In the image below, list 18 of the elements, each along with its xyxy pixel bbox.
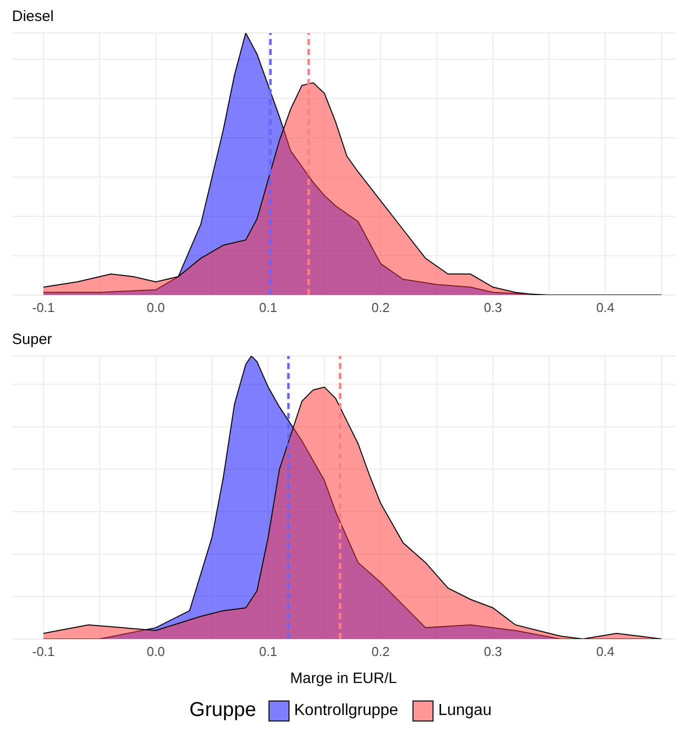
x-tick-label: 0.2 — [372, 300, 390, 316]
legend-label: Kontrollgruppe — [293, 700, 398, 720]
x-axis-title: Marge in EUR/L — [290, 670, 397, 687]
chart-title: Diesel — [12, 8, 55, 25]
x-tick-label: 0.0 — [146, 644, 165, 660]
x-tick-label: 0.1 — [259, 644, 278, 660]
x-tick-label: 0.4 — [596, 644, 614, 660]
x-tick-label: 0.3 — [484, 300, 502, 316]
x-tick-label: 0.0 — [146, 300, 165, 316]
x-tick-label: 0.3 — [484, 644, 502, 660]
x-tick-label: 0.1 — [259, 300, 278, 316]
x-tick-label: -0.1 — [32, 300, 55, 316]
legend-title: Gruppe — [189, 699, 256, 722]
x-tick-label: -0.1 — [32, 644, 55, 660]
chart-title: Super — [12, 331, 54, 348]
legend-label: Lungau — [437, 700, 492, 720]
x-tick-label: 0.2 — [372, 644, 390, 660]
x-tick-label: 0.4 — [596, 300, 614, 316]
